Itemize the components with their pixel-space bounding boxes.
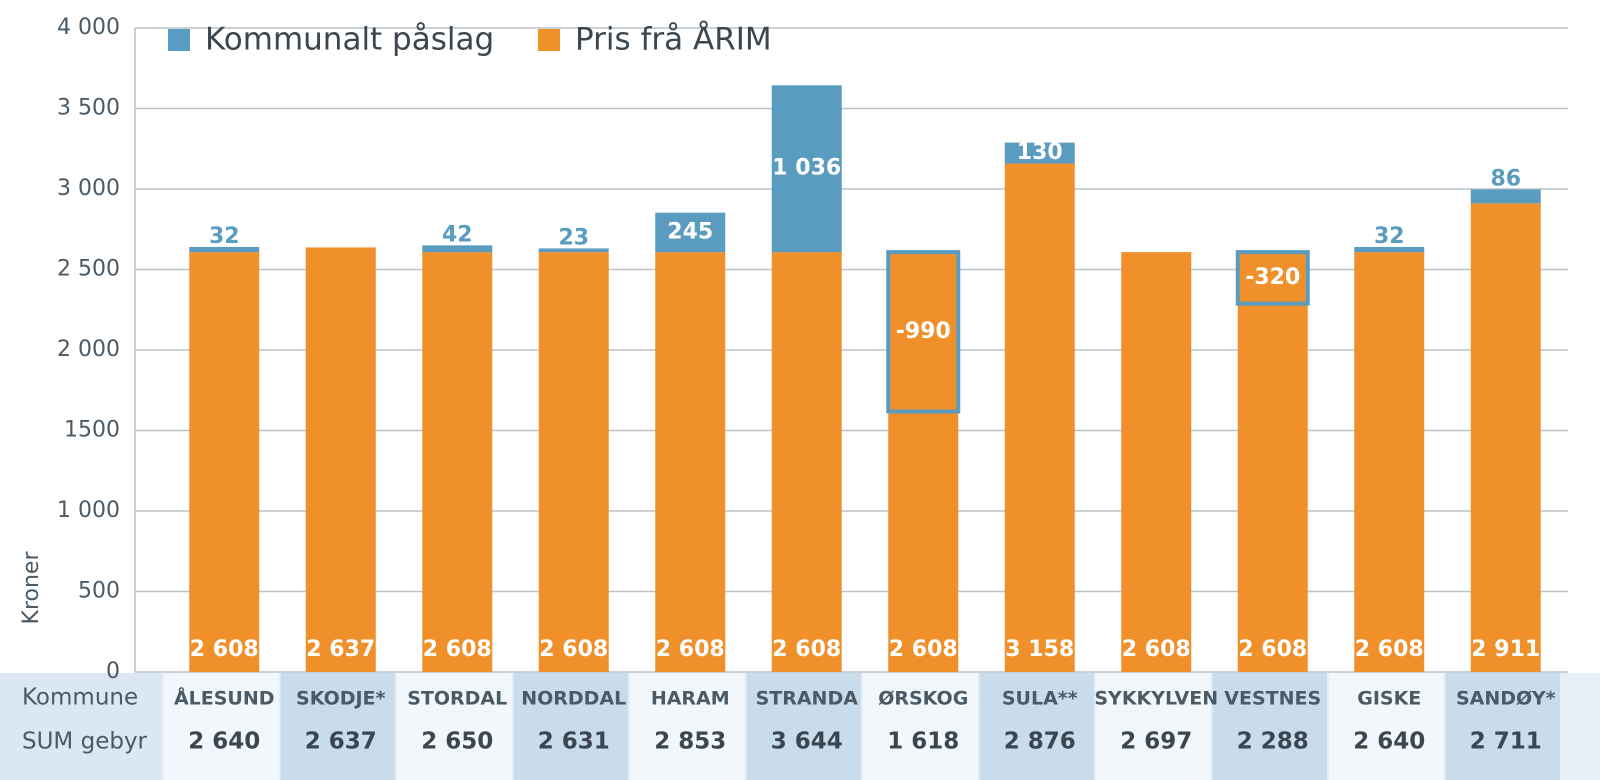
value-label: 130 <box>1017 140 1063 165</box>
bar-segment <box>305 247 376 672</box>
bar-segment <box>1004 142 1075 164</box>
bar-segment <box>189 252 260 672</box>
bar-segment <box>888 252 959 672</box>
table-column <box>1096 673 1211 780</box>
y-tick-label: 1 000 <box>57 498 120 523</box>
table-column <box>1329 673 1444 780</box>
y-axis-label: Kroner <box>19 551 44 625</box>
legend-label: Pris frå ÅRIM <box>575 22 772 58</box>
value-label: 2 637 <box>306 637 375 662</box>
table-column <box>513 673 628 780</box>
x-tick-label: STORDAL <box>407 688 507 710</box>
bar-segment <box>1354 252 1425 672</box>
x-tick-label: STRANDA <box>756 688 859 710</box>
value-label: 2 608 <box>190 637 259 662</box>
x-tick-label: VESTNES <box>1224 688 1321 710</box>
value-label: 2 608 <box>1238 637 1307 662</box>
sum-cell: 2 631 <box>538 729 610 755</box>
y-tick-label: 2 500 <box>57 257 120 282</box>
row-label: Kommune <box>22 685 138 711</box>
x-tick-label: SANDØY* <box>1456 688 1556 710</box>
value-label: 2 608 <box>539 637 608 662</box>
row-label: SUM gebyr <box>22 729 148 755</box>
x-tick-label: HARAM <box>651 688 730 710</box>
sum-cell: 3 644 <box>771 729 843 755</box>
table-column <box>1445 673 1560 780</box>
x-tick-label: ØRSKOG <box>878 688 968 710</box>
bar-segment <box>1004 163 1075 672</box>
sum-cell: 2 853 <box>654 729 726 755</box>
legend-swatch <box>538 29 560 51</box>
legend-swatch <box>168 29 190 51</box>
value-label: 1 036 <box>772 156 841 181</box>
value-label: 2 608 <box>1355 637 1424 662</box>
table-column <box>863 673 978 780</box>
value-label: 42 <box>442 222 473 247</box>
sum-cell: 2 711 <box>1470 729 1542 755</box>
y-tick-label: 500 <box>78 579 120 604</box>
x-tick-label: NORDDAL <box>521 688 626 710</box>
value-label: 3 158 <box>1005 637 1074 662</box>
value-label: 2 608 <box>1122 637 1191 662</box>
table-column <box>397 673 512 780</box>
bar-segment <box>422 245 493 253</box>
value-label: 32 <box>1374 224 1405 249</box>
y-tick-label: 4 000 <box>57 15 120 40</box>
sum-cell: 2 650 <box>421 729 493 755</box>
bar-segment <box>655 252 726 672</box>
value-label: 2 608 <box>889 637 958 662</box>
table-column <box>1212 673 1327 780</box>
bar-segment <box>538 252 609 672</box>
bar-segment <box>771 252 842 672</box>
y-tick-label: 2 000 <box>57 337 120 362</box>
bar-segment <box>538 248 609 253</box>
value-label: 32 <box>209 224 240 249</box>
x-tick-label: ÅLESUND <box>174 686 275 710</box>
bar-segment <box>1470 203 1541 673</box>
value-label: 2 608 <box>772 637 841 662</box>
table-column <box>630 673 745 780</box>
table-column <box>280 673 395 780</box>
y-tick-label: 3 500 <box>57 96 120 121</box>
bar-segment <box>655 212 726 253</box>
table-column <box>746 673 861 780</box>
value-label: 245 <box>667 219 713 244</box>
bar-segment <box>189 246 260 253</box>
value-label: 86 <box>1490 166 1521 191</box>
x-tick-label: SYKKYLVEN <box>1094 688 1218 710</box>
bar-segment <box>1121 252 1192 672</box>
value-label: 23 <box>558 225 589 250</box>
value-label: 2 608 <box>656 637 725 662</box>
bar-segment <box>1237 252 1308 672</box>
sum-cell: 2 640 <box>1353 729 1425 755</box>
value-label: -990 <box>896 319 951 344</box>
negative-segment <box>1235 250 1310 306</box>
legend-label: Kommunalt påslag <box>205 22 494 58</box>
y-tick-label: 1500 <box>64 418 120 443</box>
bar-segment <box>1470 189 1541 204</box>
value-label: 2 608 <box>423 637 492 662</box>
sum-cell: 2 288 <box>1237 729 1309 755</box>
y-tick-label: 0 <box>106 659 120 684</box>
sum-cell: 2 640 <box>188 729 260 755</box>
value-label: -320 <box>1245 265 1300 290</box>
sum-cell: 1 618 <box>887 729 959 755</box>
x-tick-label: GISKE <box>1357 688 1421 710</box>
table-column <box>979 673 1094 780</box>
value-label: 2 911 <box>1471 637 1540 662</box>
negative-segment <box>886 250 961 414</box>
sum-cell: 2 697 <box>1120 729 1192 755</box>
bar-segment <box>771 85 842 253</box>
y-tick-label: 3 000 <box>57 176 120 201</box>
x-tick-label: SULA** <box>1002 688 1078 710</box>
bar-segment <box>422 252 493 672</box>
row-label-cell <box>0 673 162 780</box>
x-tick-label: SKODJE* <box>296 688 386 710</box>
table-column <box>164 673 279 780</box>
sum-cell: 2 876 <box>1004 729 1076 755</box>
sum-cell: 2 637 <box>305 729 377 755</box>
bar-segment <box>1354 246 1425 253</box>
